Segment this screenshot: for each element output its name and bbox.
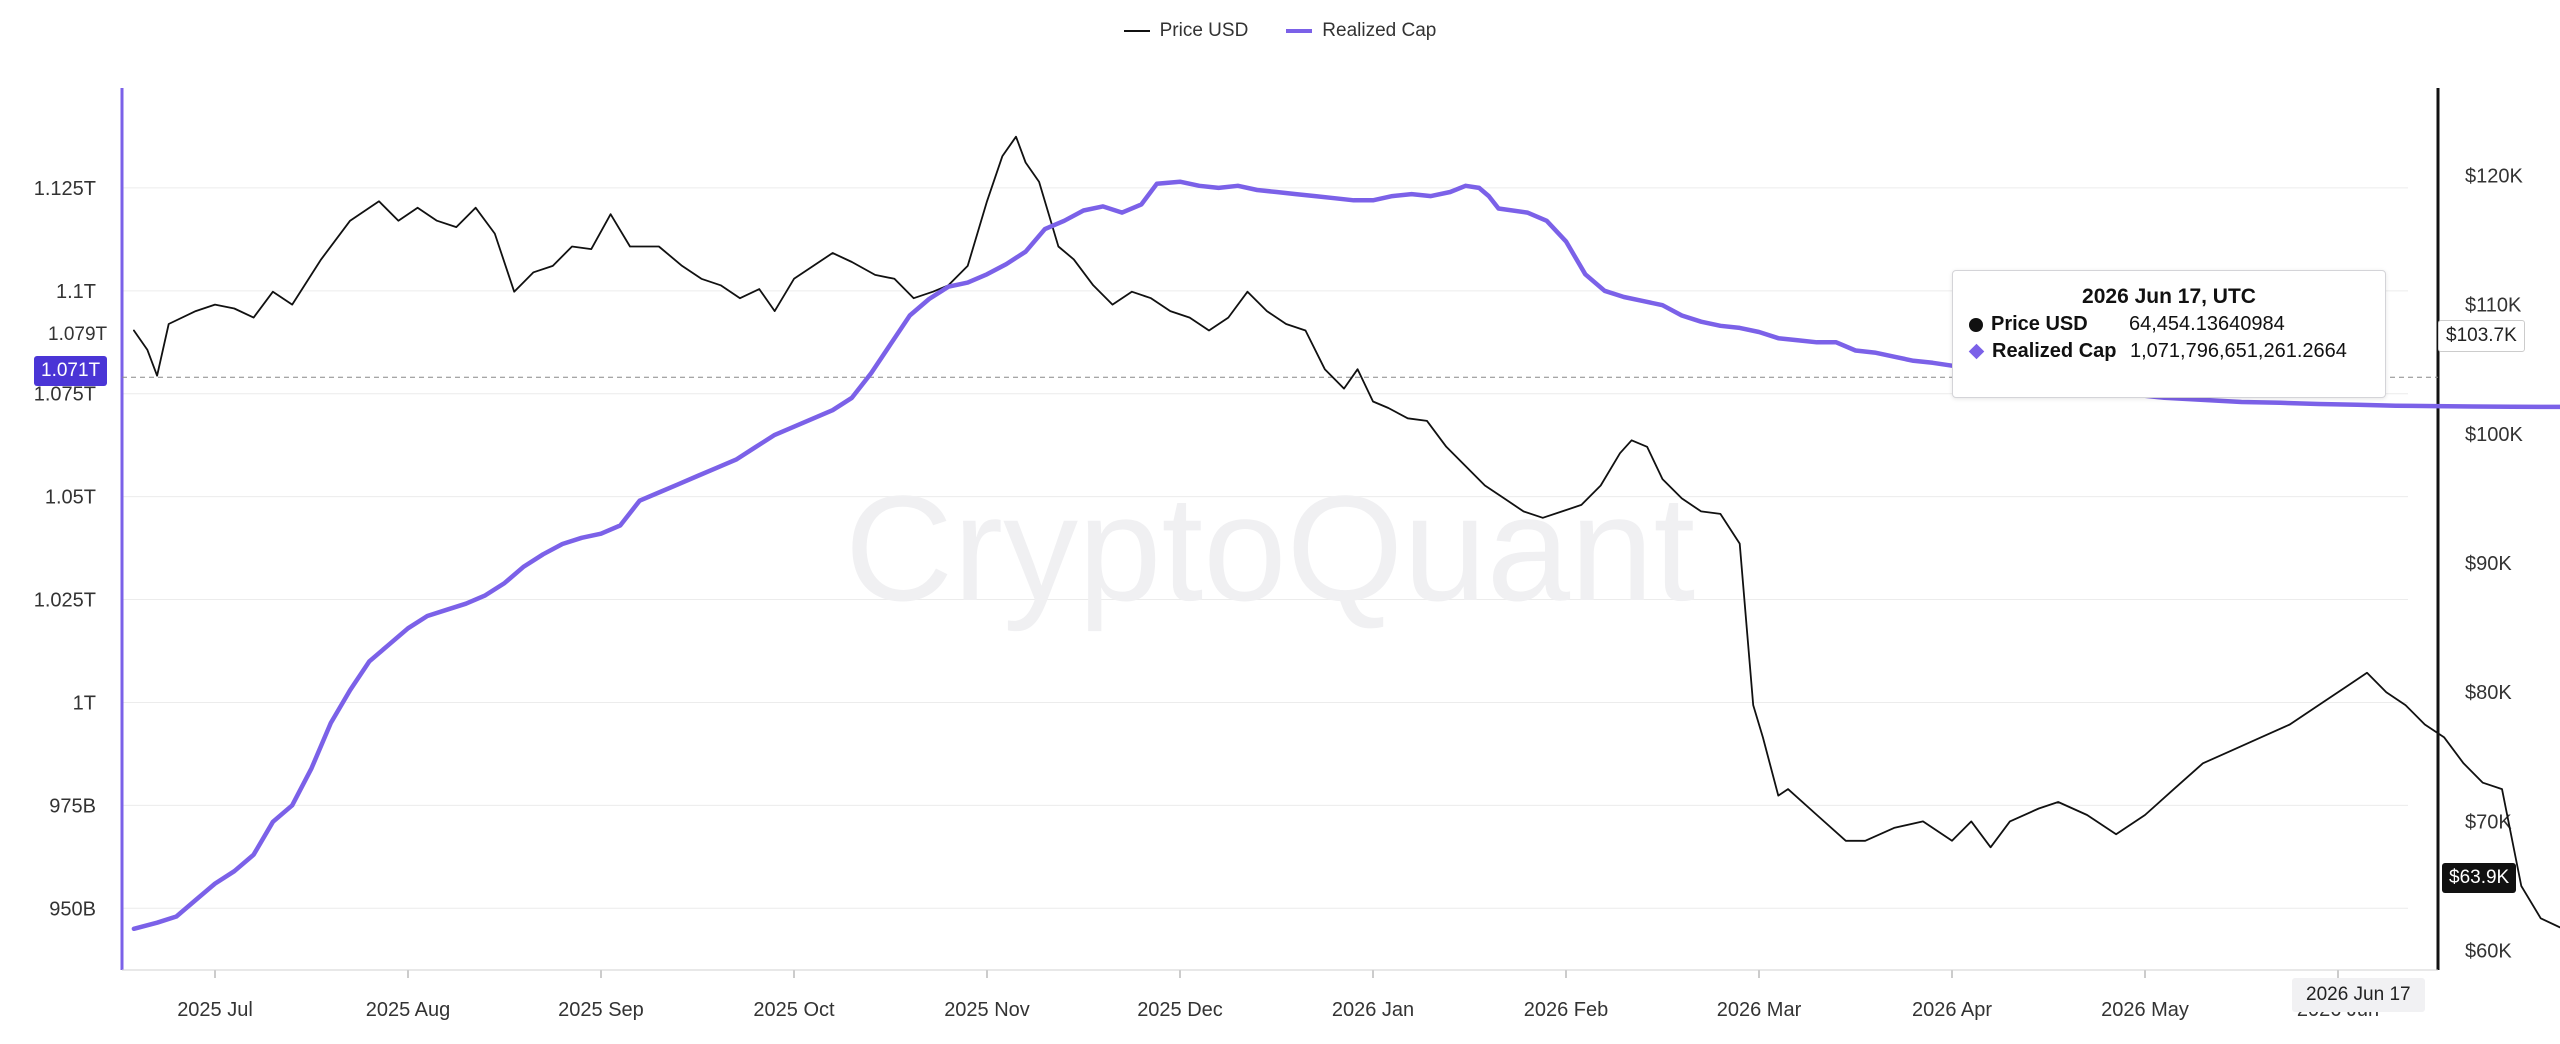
left-tick-label: 1.05T (45, 487, 96, 509)
watermark: CryptoQuant (845, 464, 1695, 632)
right-tick-label: $90K (2465, 553, 2512, 575)
left-current-badge: 1.071T (34, 356, 108, 386)
left-tick-label: 975B (49, 795, 96, 817)
left-tick-label: 1.1T (56, 281, 96, 303)
legend-swatch-price (1123, 30, 1150, 32)
left-tick-label: 1.025T (34, 590, 96, 612)
x-tick-label: 2025 Sep (558, 999, 644, 1021)
tooltip-cap-label: Realized Cap (1992, 340, 2117, 362)
left-tick-label: 1.075T (34, 384, 96, 406)
right-tick-label: $80K (2465, 682, 2512, 704)
right-reference-badge: $103.7K (2438, 320, 2525, 352)
x-tick-label: 2025 Aug (366, 999, 451, 1021)
right-tick-label: $60K (2465, 941, 2512, 963)
right-tick-label: $120K (2465, 165, 2523, 187)
right-tick-label: $100K (2465, 424, 2523, 446)
x-tick-label: 2026 May (2101, 999, 2189, 1021)
tooltip-title: 2026 Jun 17, UTC (2082, 285, 2256, 308)
legend-label-price: Price USD (1159, 20, 1249, 41)
tooltip-price-value: 64,454.13640984 (2129, 313, 2285, 335)
legend-item-price[interactable]: Price USD (1123, 20, 1249, 42)
crosshair-date-badge: 2026 Jun 17 (2292, 978, 2425, 1012)
x-tick-label: 2025 Jul (177, 999, 253, 1021)
left-tick-label: 1T (73, 692, 96, 714)
right-current-badge: $63.9K (2442, 863, 2517, 893)
tooltip-row-cap: Realized Cap 1,071,796,651,261.2664 (1968, 340, 2385, 363)
x-tick-label: 2025 Dec (1137, 999, 1223, 1021)
left-tick-label: 950B (49, 898, 96, 920)
x-tick-label: 2026 Jan (1332, 999, 1414, 1021)
x-tick-label: 2026 Mar (1717, 999, 1802, 1021)
grid-lines (122, 187, 2408, 909)
legend-item-cap[interactable]: Realized Cap (1286, 20, 1436, 42)
legend-label-cap: Realized Cap (1322, 20, 1437, 41)
right-tick-label: $110K (2465, 295, 2522, 317)
price-dot-icon (1969, 317, 1983, 332)
tooltip-price-label: Price USD (1991, 313, 2088, 335)
tooltip-cap-value: 1,071,796,651,261.2664 (2130, 340, 2347, 362)
x-tick-label: 2025 Oct (753, 999, 835, 1021)
x-tick-label: 2026 Feb (1524, 999, 1609, 1021)
left-tick-label: 1.125T (34, 178, 96, 200)
cap-diamond-icon (1968, 343, 1985, 360)
left-reference-badge: 1.079T (44, 322, 112, 348)
right-tick-label: $70K (2465, 811, 2512, 833)
legend: Price USD Realized Cap (0, 20, 2560, 42)
hover-tooltip: 2026 Jun 17, UTC Price USD 64,454.136409… (1952, 270, 2386, 398)
tooltip-row-price: Price USD 64,454.13640984 (1969, 313, 2385, 336)
series-line-price (133, 135, 2560, 929)
legend-swatch-cap (1286, 29, 1313, 33)
x-tick-label: 2026 Apr (1912, 999, 1992, 1021)
tick-labels: 950B 975B 1T 1.025T 1.05T 1.075T 1.1T 1.125T $60… (34, 165, 2524, 1021)
x-tick-label: 2025 Nov (944, 999, 1030, 1021)
